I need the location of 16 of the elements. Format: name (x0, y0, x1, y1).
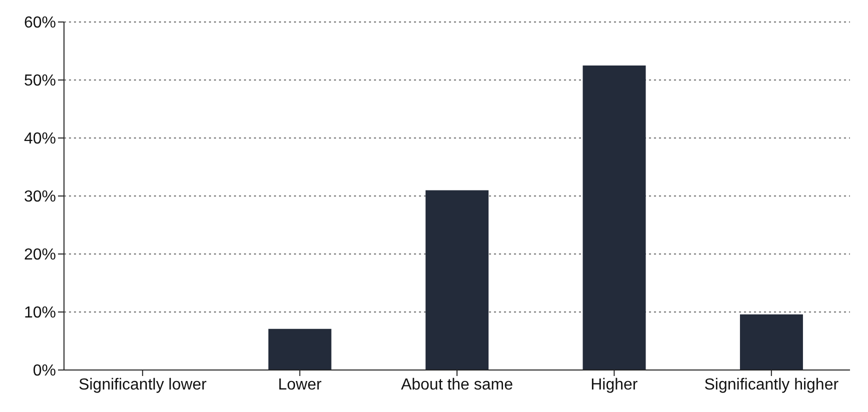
bar (582, 66, 646, 370)
bar (268, 328, 332, 370)
y-tick-label: 0% (32, 362, 56, 380)
y-tick-label: 10% (24, 304, 56, 322)
y-tick-label: 30% (24, 188, 56, 206)
x-tick-label: Significantly higher (704, 376, 840, 394)
y-tick-label: 40% (24, 130, 56, 148)
y-tick-label: 60% (24, 14, 56, 32)
bar (740, 314, 803, 370)
y-tick-label: 50% (24, 72, 56, 90)
bar (426, 190, 489, 370)
x-tick-label: About the same (400, 376, 514, 394)
x-tick-label: Significantly lower (78, 376, 208, 394)
y-tick-label: 20% (24, 246, 56, 264)
x-tick-label: Higher (590, 376, 638, 394)
x-tick-label: Lower (278, 376, 322, 394)
